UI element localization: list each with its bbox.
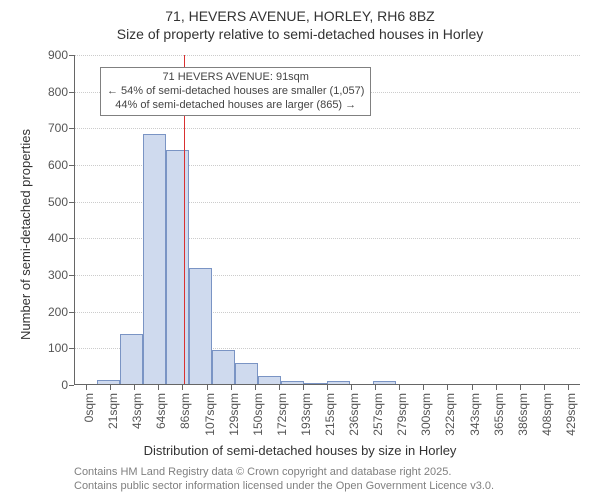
x-tick-label: 236sqm [347,393,361,436]
x-tick-mark [496,385,497,390]
x-tick-label: 150sqm [251,393,265,436]
x-tick-label: 322sqm [443,393,457,436]
x-tick-mark [110,385,111,390]
x-tick-label: 0sqm [82,393,96,422]
x-tick-mark [544,385,545,390]
x-tick-mark [303,385,304,390]
grid-line [74,55,580,57]
x-tick-label: 300sqm [419,393,433,436]
x-tick-label: 193sqm [299,393,313,436]
annotation-line3: 44% of semi-detached houses are larger (… [107,99,364,113]
annotation-line1: 71 HEVERS AVENUE: 91sqm [107,71,364,85]
y-tick-label: 0 [61,378,68,392]
x-tick-label: 129sqm [227,393,241,436]
histogram-plot: 71 HEVERS AVENUE: 91sqm ← 54% of semi-de… [74,55,580,385]
x-tick-mark [375,385,376,390]
y-tick-label: 300 [48,268,68,282]
y-tick-label: 100 [48,341,68,355]
x-tick-mark [182,385,183,390]
y-tick-label: 600 [48,158,68,172]
histogram-bar [189,268,212,385]
histogram-bar [143,134,166,385]
x-tick-mark [255,385,256,390]
grid-line [74,128,580,130]
x-tick-mark [520,385,521,390]
y-tick-label: 800 [48,85,68,99]
x-tick-label: 215sqm [323,393,337,436]
y-axis-line [74,55,75,385]
footer-attribution: Contains HM Land Registry data © Crown c… [74,465,494,494]
x-tick-mark [472,385,473,390]
y-tick-label: 900 [48,48,68,62]
y-tick-label: 200 [48,305,68,319]
footer-line1: Contains HM Land Registry data © Crown c… [74,465,494,479]
title-main: 71, HEVERS AVENUE, HORLEY, RH6 8BZ [0,0,600,24]
x-tick-label: 257sqm [371,393,385,436]
histogram-bar [120,334,143,385]
x-tick-label: 21sqm [106,393,120,429]
histogram-bar [212,350,235,385]
x-tick-label: 43sqm [130,393,144,429]
x-tick-label: 386sqm [516,393,530,436]
x-tick-mark [207,385,208,390]
x-tick-label: 343sqm [468,393,482,436]
y-tick-label: 400 [48,231,68,245]
x-tick-label: 365sqm [492,393,506,436]
y-tick-labels: 0100200300400500600700800900 [0,55,74,385]
footer-line2: Contains public sector information licen… [74,479,494,493]
x-tick-label: 172sqm [275,393,289,436]
x-tick-label: 64sqm [154,393,168,429]
x-tick-label: 429sqm [564,393,578,436]
histogram-bar [235,363,258,385]
x-tick-mark [86,385,87,390]
x-tick-mark [158,385,159,390]
x-tick-mark [327,385,328,390]
y-tick-label: 700 [48,121,68,135]
title-sub: Size of property relative to semi-detach… [0,24,600,42]
annotation-line2: ← 54% of semi-detached houses are smalle… [107,85,364,99]
histogram-bar [166,150,189,385]
x-tick-mark [231,385,232,390]
x-tick-mark [423,385,424,390]
x-tick-label: 107sqm [203,393,217,436]
annotation-box: 71 HEVERS AVENUE: 91sqm ← 54% of semi-de… [100,67,371,116]
x-tick-label: 86sqm [178,393,192,429]
x-tick-mark [568,385,569,390]
x-tick-mark [351,385,352,390]
x-axis-label: Distribution of semi-detached houses by … [0,443,600,458]
x-tick-labels: 0sqm 21sqm 43sqm 64sqm 86sqm 107sqm 129sqm 150s… [74,385,580,445]
x-tick-label: 279sqm [395,393,409,436]
x-tick-mark [399,385,400,390]
x-tick-mark [447,385,448,390]
y-tick-label: 500 [48,195,68,209]
x-tick-mark [134,385,135,390]
x-tick-label: 408sqm [540,393,554,436]
x-tick-mark [279,385,280,390]
